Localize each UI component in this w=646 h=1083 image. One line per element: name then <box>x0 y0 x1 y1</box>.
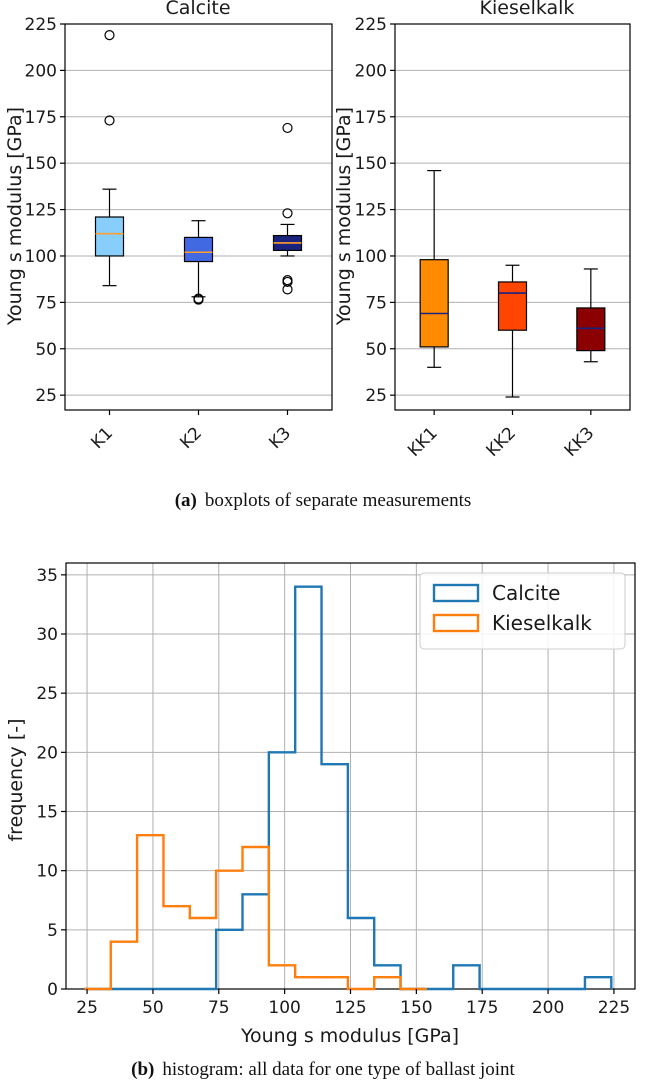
calcite-k2-flier <box>193 294 204 305</box>
kieselkalk-ytick-label: 200 <box>355 61 387 81</box>
calcite-ytick-label: 75 <box>35 293 57 313</box>
histogram-xtick-label: 150 <box>400 998 432 1018</box>
kieselkalk-kk1-box <box>419 259 449 348</box>
caption-a: (a) boxplots of separate measurements <box>175 490 472 511</box>
caption-b: (b) histogram: all data for one type of b… <box>131 1059 515 1080</box>
kieselkalk-ytick-label: 75 <box>365 293 387 313</box>
kieselkalk-ytick-label: 100 <box>355 247 387 267</box>
calcite-k3-xtick-label: K3 <box>265 423 295 453</box>
kieselkalk-kk1-xtick-label: KK1 <box>404 423 442 461</box>
histogram-ytick-label: 30 <box>36 625 58 645</box>
histogram-xlabel: Young s modulus [GPa] <box>240 1025 459 1047</box>
kieselkalk-ytick-label: 175 <box>355 108 387 128</box>
kieselkalk-ytick-label: 150 <box>355 154 387 174</box>
calcite-k1-flier <box>104 30 115 41</box>
histogram-ytick-label: 0 <box>47 980 58 1000</box>
calcite-ytick-label: 150 <box>25 154 57 174</box>
histogram-series-calcite <box>84 585 613 991</box>
calcite-ylabel: Young s modulus [GPa] <box>4 107 26 326</box>
caption-a-text: boxplots of separate measurements <box>205 490 471 511</box>
legend-label-kieselkalk: Kieselkalk <box>492 611 592 635</box>
histogram-series-kieselkalk <box>84 833 427 991</box>
histogram-xtick-label: 75 <box>208 998 230 1018</box>
histogram: 25 50 75 100 125 150 175 200 225 0 5 10 15 20 25 30 35 Y… <box>5 562 636 1047</box>
calcite-k3-flier <box>282 208 293 219</box>
calcite-title: Calcite <box>165 0 230 19</box>
calcite-k2-xtick-label: K2 <box>176 423 206 453</box>
histogram-ytick-label: 15 <box>36 803 58 823</box>
histogram-xtick-label: 175 <box>466 998 498 1018</box>
calcite-k3-flier <box>282 274 293 286</box>
kieselkalk-ytick-label: 50 <box>365 340 387 360</box>
histogram-ytick-label: 20 <box>36 743 58 763</box>
calcite-boxplot: Calcite 25 50 75 100 125 150 175 200 225 K1 K2 K3 Y… <box>4 0 333 453</box>
histogram-xtick-label: 100 <box>268 998 300 1018</box>
caption-b-text: histogram: all data for one type of ball… <box>162 1059 515 1080</box>
histogram-xtick-label: 225 <box>598 998 630 1018</box>
histogram-xtick-label: 50 <box>142 998 164 1018</box>
kieselkalk-boxplot: Kieselkalk 25 50 75 100 125 150 175 200 225 KK1 KK… <box>333 0 631 461</box>
legend-swatch-calcite <box>432 583 480 603</box>
histogram-ytick-label: 5 <box>47 921 58 941</box>
kieselkalk-ytick-label: 125 <box>355 201 387 221</box>
kieselkalk-kk2-xtick-label: KK2 <box>482 423 520 461</box>
calcite-k1-xtick-label: K1 <box>87 423 117 453</box>
kieselkalk-kk3-xtick-label: KK3 <box>561 423 599 461</box>
calcite-ytick-label: 175 <box>25 108 57 128</box>
histogram-ylabel: frequency [-] <box>5 718 27 841</box>
kieselkalk-ylabel: Young s modulus [GPa] <box>333 107 355 326</box>
histogram-xtick-label: 200 <box>532 998 564 1018</box>
caption-a-label: (a) <box>175 490 197 511</box>
calcite-ytick-label: 225 <box>25 15 57 35</box>
histogram-xtick-label: 25 <box>76 998 98 1018</box>
calcite-k1-flier <box>104 115 115 126</box>
legend-swatch-kieselkalk <box>432 613 480 633</box>
caption-b-label: (b) <box>131 1059 154 1080</box>
kieselkalk-ytick-label: 225 <box>355 15 387 35</box>
histogram-ytick-label: 25 <box>36 684 58 704</box>
kieselkalk-title: Kieselkalk <box>480 0 575 19</box>
calcite-k2-box <box>183 236 214 263</box>
kieselkalk-kk2-box <box>497 281 528 331</box>
calcite-ytick-label: 100 <box>25 247 57 267</box>
kieselkalk-kk3-box <box>576 307 606 352</box>
calcite-ytick-label: 50 <box>35 340 57 360</box>
histogram-ytick-label: 35 <box>36 566 58 586</box>
legend-label-calcite: Calcite <box>492 581 560 605</box>
histogram-ytick-label: 10 <box>36 862 58 882</box>
calcite-ytick-label: 125 <box>25 201 57 221</box>
histogram-legend: Calcite Kieselkalk <box>419 572 626 650</box>
kieselkalk-ytick-label: 25 <box>365 386 387 406</box>
calcite-k3-flier <box>282 122 293 134</box>
calcite-ytick-label: 25 <box>35 386 57 406</box>
calcite-ytick-label: 200 <box>25 61 57 81</box>
histogram-xtick-label: 125 <box>334 998 366 1018</box>
calcite-k1-box <box>94 216 125 257</box>
